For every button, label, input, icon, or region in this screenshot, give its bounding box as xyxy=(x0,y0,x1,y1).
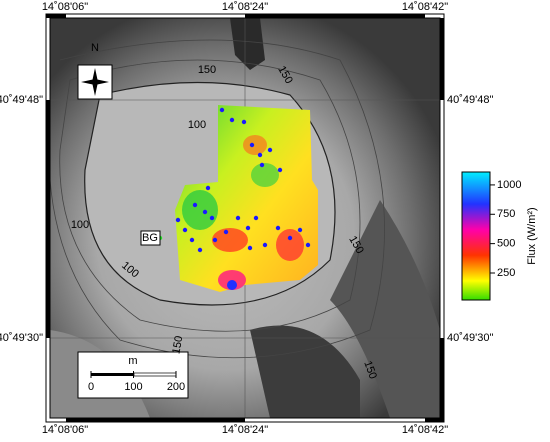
scale-unit: m xyxy=(128,355,137,367)
top-label: 14˚08'06" xyxy=(42,1,88,13)
scale-tick-label: 0 xyxy=(88,381,94,393)
scale-tick-label: 200 xyxy=(167,381,185,393)
contour-label: 150 xyxy=(198,64,216,76)
map-frame xyxy=(45,13,445,423)
colorbar-tick-label: 1000 xyxy=(497,179,521,191)
contour-label: 150 xyxy=(170,335,185,355)
colorbar-tick-label: 750 xyxy=(497,208,515,220)
site-label: BG xyxy=(142,232,158,244)
left-label: 40˚49'30" xyxy=(0,332,43,344)
colorbar-label: Flux (W/m²) xyxy=(526,207,538,264)
colorbar xyxy=(461,171,491,301)
left-label: 40˚49'48" xyxy=(0,94,43,106)
flux-map xyxy=(175,105,318,292)
contour-label: 100 xyxy=(188,119,206,131)
north-label: N xyxy=(91,42,99,54)
bottom-label: 14˚08'06" xyxy=(42,424,88,436)
scale-tick-label: 100 xyxy=(124,381,142,393)
colorbar-tick-label: 250 xyxy=(497,267,515,279)
top-label: 14˚08'24" xyxy=(222,1,268,13)
bottom-label: 14˚08'24" xyxy=(222,424,268,436)
bottom-label: 14˚08'42" xyxy=(402,424,448,436)
right-label: 40˚49'48" xyxy=(447,94,493,106)
colorbar-tick-label: 500 xyxy=(497,238,515,250)
compass xyxy=(77,64,113,100)
top-label: 14˚08'42" xyxy=(402,1,448,13)
site-box xyxy=(140,230,161,246)
contour-label: 100 xyxy=(71,219,89,231)
contour-label: 150 xyxy=(361,359,379,380)
right-label: 40˚49'30" xyxy=(447,332,493,344)
